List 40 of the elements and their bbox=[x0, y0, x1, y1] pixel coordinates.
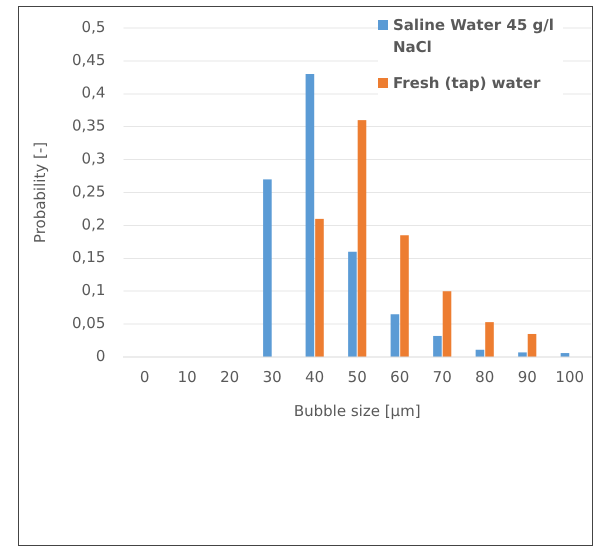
y-tick-label: 0,15 bbox=[72, 248, 106, 266]
bar bbox=[476, 350, 484, 356]
bar bbox=[433, 336, 442, 356]
bar bbox=[315, 218, 324, 356]
bar bbox=[485, 322, 494, 356]
y-tick-label: 0,5 bbox=[82, 18, 106, 36]
y-tick-label: 0,35 bbox=[72, 116, 106, 135]
x-tick-label: 100 bbox=[555, 368, 584, 386]
x-tick-label: 10 bbox=[178, 368, 197, 386]
bar bbox=[518, 352, 527, 356]
y-tick-label: 0,45 bbox=[72, 50, 106, 69]
bar bbox=[306, 74, 314, 356]
y-axis-title: Probability [-] bbox=[30, 142, 49, 244]
bar bbox=[560, 353, 570, 356]
y-tick-label: 0,05 bbox=[72, 314, 106, 332]
x-tick-label: 30 bbox=[262, 368, 282, 386]
bar bbox=[442, 291, 452, 356]
x-tick-label: 60 bbox=[390, 368, 410, 386]
y-tick-label: 0,4 bbox=[82, 84, 106, 102]
x-tick-label: 80 bbox=[475, 368, 494, 386]
x-tick-label: 70 bbox=[432, 368, 452, 386]
x-tick-label: 20 bbox=[220, 368, 240, 386]
y-tick-label: 0 bbox=[96, 346, 106, 365]
x-tick-label: 40 bbox=[305, 368, 324, 386]
bar bbox=[528, 334, 536, 356]
bar bbox=[390, 314, 400, 356]
y-tick-label: 0,3 bbox=[82, 149, 106, 168]
bar bbox=[348, 252, 357, 356]
x-axis-title: Bubble size [µm] bbox=[294, 402, 421, 420]
x-tick-label: 90 bbox=[518, 368, 537, 386]
legend-label: Saline Water 45 g/l NaCl bbox=[393, 15, 555, 58]
bar bbox=[358, 120, 366, 356]
x-tick-label: 0 bbox=[140, 368, 150, 386]
y-tick-label: 0,2 bbox=[82, 215, 106, 234]
x-tick-label: 50 bbox=[348, 368, 367, 386]
bar bbox=[263, 179, 272, 356]
y-tick-label: 0,25 bbox=[72, 182, 106, 200]
legend-label: Fresh (tap) water bbox=[393, 73, 540, 94]
y-tick-label: 0,1 bbox=[82, 281, 106, 300]
bar bbox=[400, 235, 409, 356]
